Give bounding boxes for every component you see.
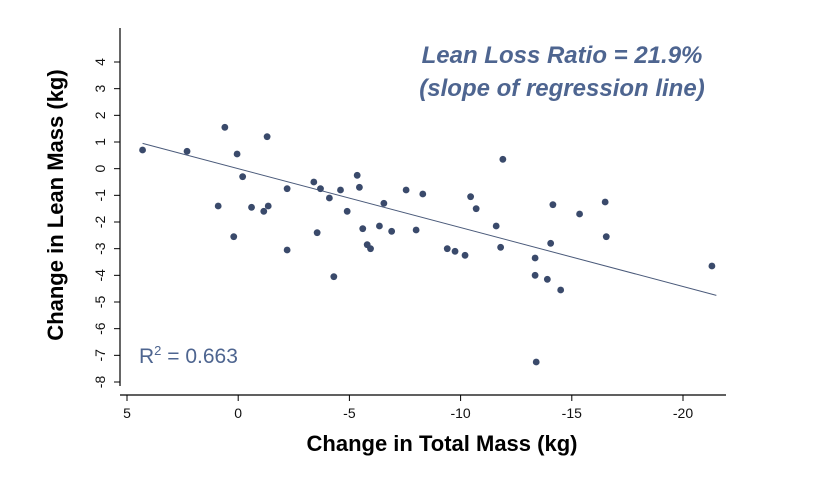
plot-area: 4 3 2 1 0 -1 -2 -3 -4 -5 -6 -7 -8 5 0 -5 -10 -15 -20 bbox=[92, 28, 726, 421]
data-point bbox=[549, 201, 557, 209]
y-tick-label: -4 bbox=[92, 269, 108, 282]
data-point bbox=[602, 233, 610, 241]
data-point bbox=[402, 186, 410, 194]
data-point bbox=[380, 199, 388, 207]
data-point bbox=[531, 271, 539, 279]
data-points bbox=[139, 123, 716, 366]
data-point bbox=[317, 185, 324, 193]
data-point bbox=[531, 254, 539, 262]
r-squared-value: = 0.663 bbox=[161, 345, 237, 368]
r-squared-label: R2 = 0.663 bbox=[139, 343, 238, 368]
y-axis-ticks: 4 3 2 1 0 -1 -2 -3 -4 -5 -6 -7 -8 bbox=[92, 58, 120, 388]
y-tick-label: 0 bbox=[92, 165, 108, 173]
data-point bbox=[376, 222, 383, 230]
x-tick-label: -20 bbox=[673, 405, 693, 421]
x-tick-label: 5 bbox=[123, 405, 131, 421]
r-squared-r: R bbox=[139, 345, 154, 368]
x-tick-label: -10 bbox=[450, 405, 470, 421]
annotation-line-1: Lean Loss Ratio = 21.9% bbox=[422, 42, 703, 69]
data-point bbox=[499, 155, 507, 163]
data-point bbox=[367, 245, 374, 253]
data-point bbox=[330, 273, 338, 281]
y-tick-label: -2 bbox=[92, 216, 108, 229]
y-tick-label: -7 bbox=[92, 349, 108, 362]
data-point bbox=[343, 207, 351, 215]
data-point bbox=[472, 205, 480, 213]
data-point bbox=[443, 245, 451, 253]
annotation-line-2: (slope of regression line) bbox=[419, 75, 704, 102]
data-point bbox=[532, 358, 540, 366]
data-point bbox=[214, 202, 222, 210]
y-axis-label: Change in Lean Mass (kg) bbox=[43, 69, 68, 340]
r-squared-exponent: 2 bbox=[154, 343, 161, 358]
data-point bbox=[248, 203, 255, 211]
x-tick-label: -5 bbox=[343, 405, 356, 421]
x-axis-ticks: 5 0 -5 -10 -15 -20 bbox=[123, 395, 693, 421]
data-point bbox=[337, 186, 344, 194]
data-point bbox=[221, 123, 229, 131]
y-tick-label: -1 bbox=[92, 189, 108, 202]
data-point bbox=[388, 227, 396, 235]
data-point bbox=[263, 133, 271, 141]
data-point bbox=[230, 233, 238, 241]
data-point bbox=[576, 210, 583, 218]
data-point bbox=[283, 246, 291, 254]
y-tick-label: -8 bbox=[92, 376, 108, 389]
y-tick-label: -3 bbox=[92, 242, 108, 255]
regression-line bbox=[142, 142, 717, 296]
data-point bbox=[264, 202, 272, 210]
x-tick-label: 0 bbox=[234, 405, 242, 421]
data-point bbox=[325, 194, 333, 202]
y-tick-label: 4 bbox=[92, 58, 108, 66]
data-point bbox=[557, 286, 565, 294]
data-point bbox=[412, 226, 420, 234]
data-point bbox=[239, 173, 247, 181]
data-point bbox=[451, 247, 459, 255]
data-point bbox=[353, 171, 361, 179]
y-tick-label: -6 bbox=[92, 322, 108, 335]
data-point bbox=[183, 147, 191, 155]
data-point bbox=[283, 185, 291, 193]
data-point bbox=[359, 225, 367, 233]
y-tick-label: 3 bbox=[92, 85, 108, 93]
x-tick-label: -15 bbox=[562, 405, 582, 421]
data-point bbox=[547, 239, 555, 247]
data-point bbox=[497, 243, 505, 251]
data-point bbox=[310, 178, 318, 186]
y-tick-label: -5 bbox=[92, 296, 108, 309]
data-point bbox=[139, 146, 146, 154]
data-point bbox=[260, 207, 268, 215]
data-point bbox=[233, 150, 241, 158]
x-axis-label: Change in Total Mass (kg) bbox=[307, 431, 578, 456]
y-tick-label: 2 bbox=[92, 111, 108, 119]
data-point bbox=[601, 198, 609, 206]
y-tick-label: 1 bbox=[92, 138, 108, 146]
data-point bbox=[313, 229, 321, 237]
data-point bbox=[356, 183, 363, 191]
data-point bbox=[492, 222, 500, 230]
data-point bbox=[543, 275, 551, 283]
data-point bbox=[461, 251, 469, 259]
data-point bbox=[708, 262, 716, 270]
data-point bbox=[467, 193, 475, 201]
data-point bbox=[419, 190, 427, 198]
